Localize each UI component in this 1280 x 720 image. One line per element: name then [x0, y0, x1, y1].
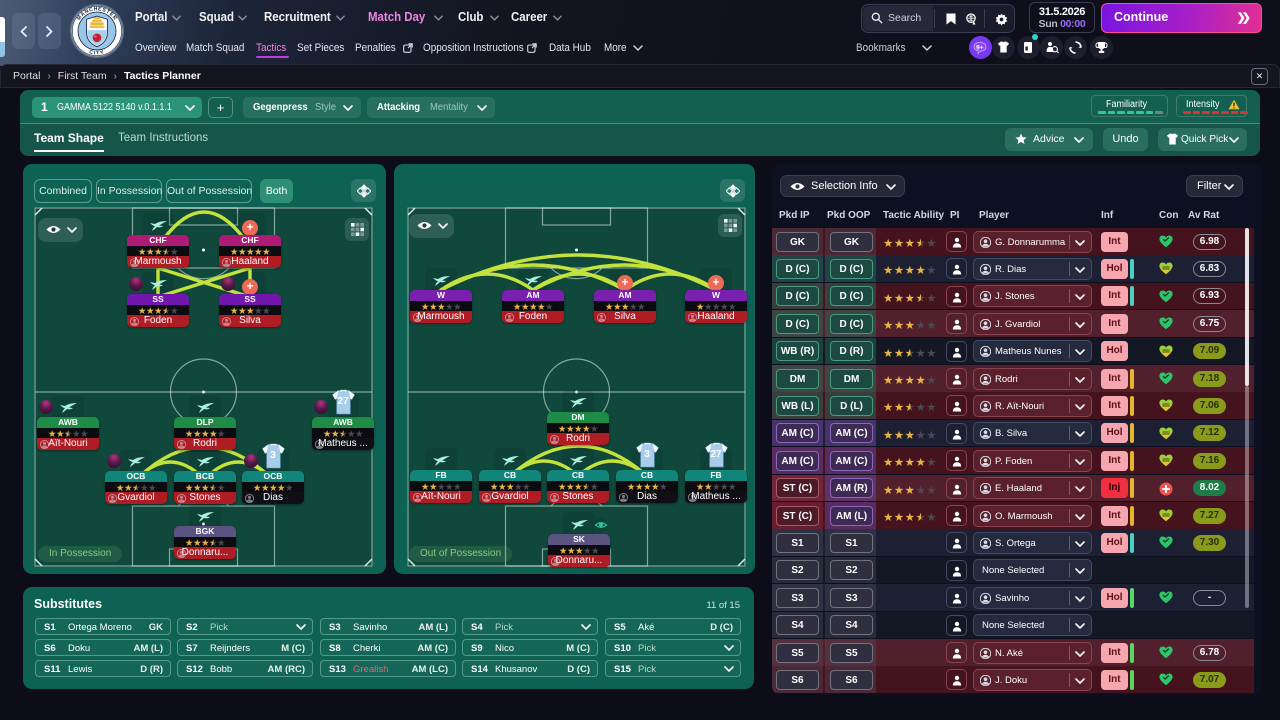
svg-text:9+: 9+	[976, 44, 984, 51]
svg-text:CITY: CITY	[89, 49, 106, 56]
